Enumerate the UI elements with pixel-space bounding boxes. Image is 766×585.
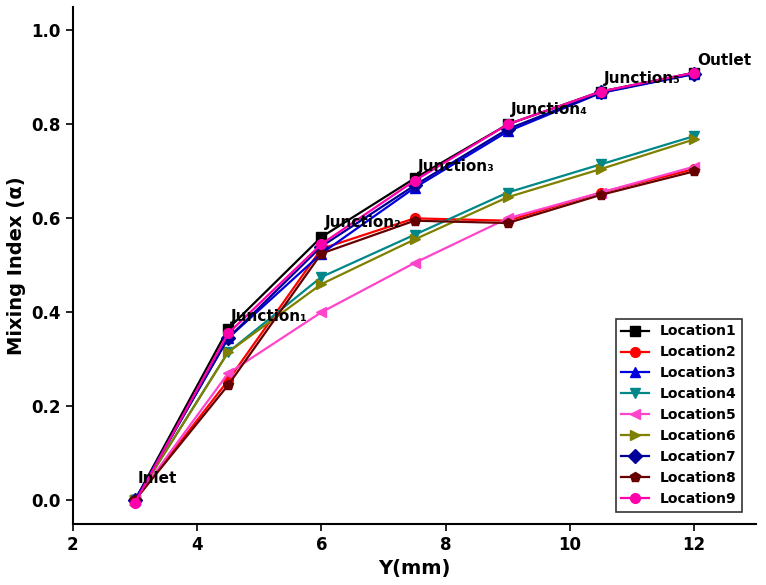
- Line: Location4: Location4: [130, 131, 699, 505]
- Location4: [224, 349, 233, 356]
- Location5: [224, 370, 233, 377]
- Location4: [130, 497, 139, 504]
- Line: Location3: Location3: [130, 69, 699, 505]
- Location9: [596, 88, 605, 95]
- Location3: [503, 128, 512, 135]
- Line: Location1: Location1: [130, 68, 699, 505]
- Location5: [410, 260, 419, 267]
- Location1: [224, 325, 233, 332]
- Location2: [130, 497, 139, 504]
- Line: Location6: Location6: [130, 135, 699, 505]
- Location6: [596, 166, 605, 173]
- Location5: [503, 215, 512, 222]
- Location9: [316, 240, 326, 247]
- Text: Junction₃: Junction₃: [417, 159, 495, 174]
- Location9: [224, 330, 233, 337]
- Location8: [689, 168, 699, 175]
- Location3: [224, 335, 233, 342]
- Location4: [503, 189, 512, 196]
- Location8: [224, 381, 233, 388]
- Location8: [410, 217, 419, 224]
- Text: Outlet: Outlet: [697, 53, 751, 68]
- Location1: [316, 233, 326, 240]
- Location7: [689, 70, 699, 77]
- Location9: [130, 499, 139, 506]
- Legend: Location1, Location2, Location3, Location4, Location5, Location6, Location7, Loc: Location1, Location2, Location3, Locatio…: [616, 319, 742, 511]
- Text: Junction₅: Junction₅: [604, 71, 681, 86]
- Location5: [596, 189, 605, 196]
- Location2: [689, 166, 699, 173]
- Location6: [130, 497, 139, 504]
- Location3: [130, 497, 139, 504]
- Location2: [503, 217, 512, 224]
- X-axis label: Y(mm): Y(mm): [378, 559, 450, 578]
- Location7: [224, 335, 233, 342]
- Text: Inlet: Inlet: [138, 471, 178, 486]
- Location5: [689, 163, 699, 170]
- Location8: [596, 191, 605, 198]
- Location3: [689, 71, 699, 78]
- Location1: [130, 497, 139, 504]
- Location1: [596, 88, 605, 95]
- Location7: [503, 126, 512, 133]
- Location4: [316, 274, 326, 281]
- Location2: [410, 215, 419, 222]
- Location6: [689, 136, 699, 143]
- Location5: [130, 497, 139, 504]
- Location5: [316, 309, 326, 316]
- Location9: [689, 69, 699, 76]
- Text: Junction₁: Junction₁: [231, 309, 308, 324]
- Location6: [410, 236, 419, 243]
- Text: Junction₂: Junction₂: [325, 215, 401, 230]
- Location3: [410, 184, 419, 191]
- Location3: [316, 250, 326, 257]
- Location7: [596, 89, 605, 96]
- Location8: [130, 497, 139, 504]
- Location2: [316, 245, 326, 252]
- Location8: [316, 250, 326, 257]
- Location7: [410, 182, 419, 189]
- Location1: [503, 121, 512, 128]
- Location7: [130, 497, 139, 504]
- Location2: [224, 377, 233, 384]
- Y-axis label: Mixing Index (α): Mixing Index (α): [7, 176, 26, 355]
- Location7: [316, 243, 326, 250]
- Location4: [689, 133, 699, 140]
- Location1: [410, 175, 419, 182]
- Line: Location9: Location9: [130, 68, 699, 507]
- Line: Location2: Location2: [130, 164, 699, 505]
- Line: Location8: Location8: [130, 167, 699, 505]
- Line: Location5: Location5: [130, 162, 699, 505]
- Line: Location7: Location7: [130, 69, 699, 505]
- Location6: [503, 194, 512, 201]
- Location3: [596, 90, 605, 97]
- Location6: [224, 349, 233, 356]
- Location9: [503, 121, 512, 128]
- Text: Junction₄: Junction₄: [511, 102, 588, 118]
- Location4: [596, 161, 605, 168]
- Location6: [316, 281, 326, 288]
- Location1: [689, 69, 699, 76]
- Location2: [596, 189, 605, 196]
- Location4: [410, 231, 419, 238]
- Location8: [503, 219, 512, 226]
- Location9: [410, 177, 419, 184]
